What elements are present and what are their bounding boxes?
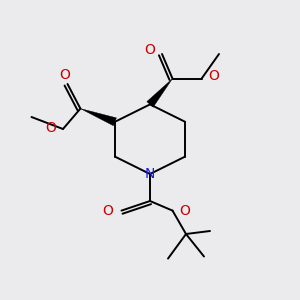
Polygon shape — [80, 109, 116, 126]
Text: O: O — [145, 43, 155, 56]
Polygon shape — [147, 79, 172, 107]
Text: O: O — [59, 68, 70, 82]
Text: O: O — [45, 121, 56, 134]
Text: O: O — [180, 204, 190, 218]
Text: O: O — [103, 204, 113, 218]
Text: N: N — [145, 167, 155, 181]
Text: O: O — [208, 69, 219, 82]
